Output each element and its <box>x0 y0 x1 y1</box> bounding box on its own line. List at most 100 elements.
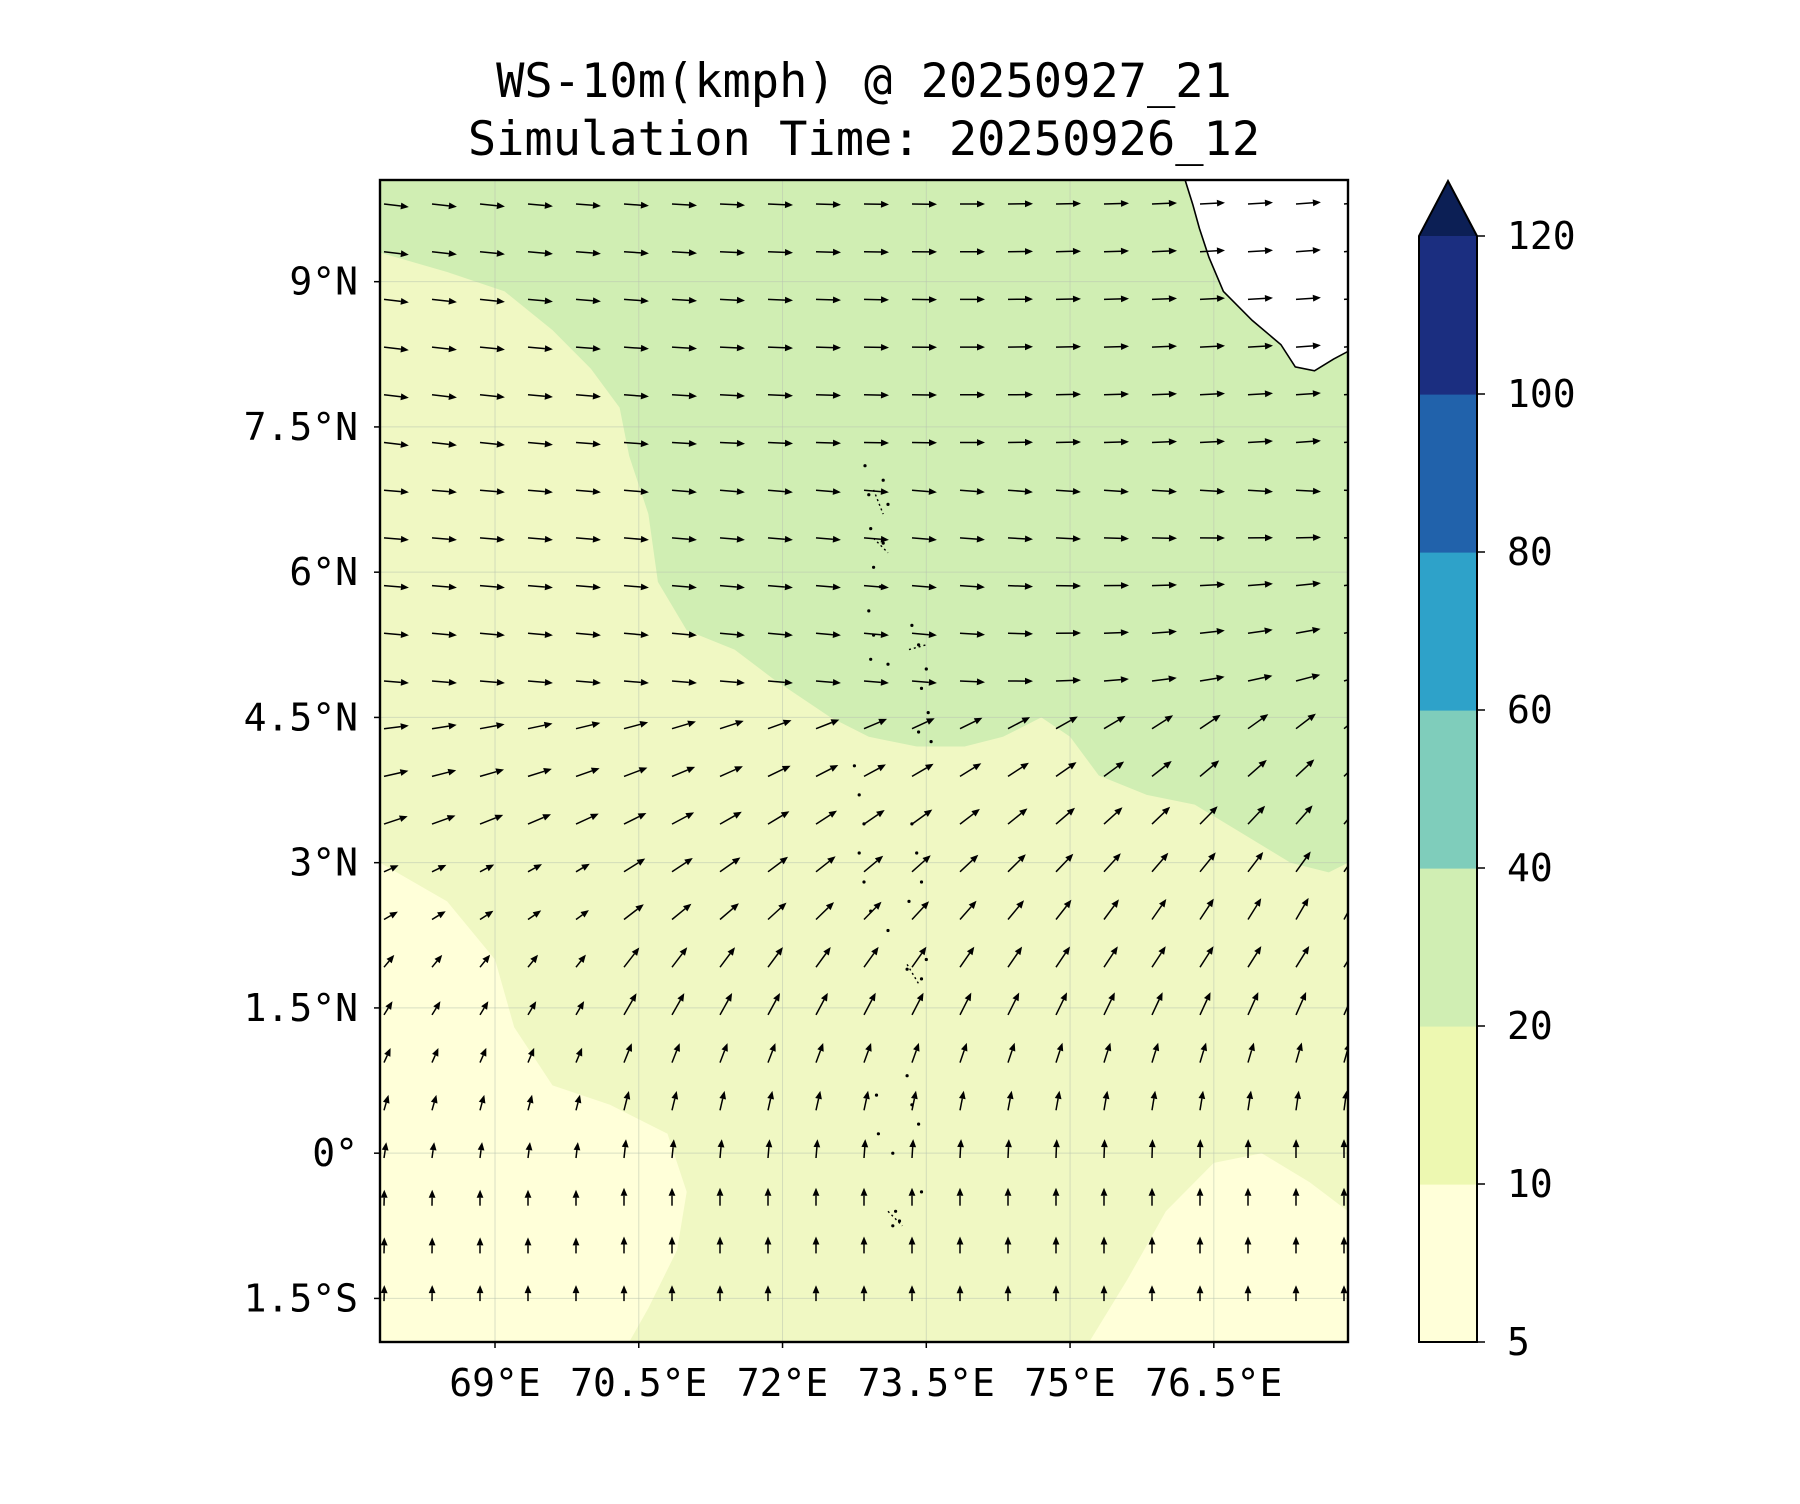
wind-arrow-shaft <box>480 1150 481 1158</box>
colorbar-segment <box>1419 236 1477 395</box>
wind-arrow-shaft <box>1056 538 1073 539</box>
island-dot <box>915 851 918 854</box>
wind-arrow-head <box>1361 438 1369 445</box>
wind-arrow-shaft <box>1248 490 1265 491</box>
wind-arrow-shaft <box>576 1150 577 1158</box>
lon-tick-label: 69°E <box>449 1361 541 1405</box>
island-dot <box>863 464 866 467</box>
lon-tick-label: 70.5°E <box>570 1361 707 1405</box>
wind-arrow-shaft <box>1104 442 1121 443</box>
wind-arrow-shaft <box>1008 1147 1009 1158</box>
lat-tick-label: 1.5°S <box>244 1276 358 1320</box>
island-dot <box>867 609 870 612</box>
wind-arrow-shaft <box>672 347 689 348</box>
wind-arrow-shaft <box>720 252 737 253</box>
colorbar-tick-label: 10 <box>1507 1162 1553 1206</box>
colorbar-segment <box>1419 1026 1477 1185</box>
island-dot <box>853 764 856 767</box>
lat-tick-label: 9°N <box>289 260 358 304</box>
island-dot <box>886 663 889 666</box>
wind-arrow-shaft <box>816 1147 817 1158</box>
island-dot <box>869 527 872 530</box>
wind-arrow-shaft <box>816 395 833 396</box>
wind-arrow-shaft <box>672 443 689 444</box>
island-dot <box>906 1074 909 1077</box>
lon-tick-label: 76.5°E <box>1145 1361 1282 1405</box>
island-dot <box>891 1152 894 1155</box>
wind-arrow-shaft <box>1152 442 1169 443</box>
lon-tick-label: 72°E <box>737 1361 829 1405</box>
wind-arrow-shaft <box>768 443 785 444</box>
wind-arrow-shaft <box>672 395 689 396</box>
wind-arrow-shaft <box>672 299 689 300</box>
wind-arrow-shaft <box>1344 490 1361 491</box>
lat-tick-label: 1.5°N <box>244 986 358 1030</box>
wind-arrow-shaft <box>528 1150 529 1158</box>
island-dot <box>917 1123 920 1126</box>
island-dot <box>875 1094 878 1097</box>
wind-arrow-shaft <box>1248 442 1265 443</box>
island-dot <box>894 1210 897 1213</box>
wind-arrow-shaft <box>816 299 833 300</box>
wind-arrow-shaft <box>1104 633 1121 634</box>
island-dot <box>907 900 910 903</box>
wind-arrow-head <box>1355 713 1363 721</box>
colorbar-tick-label: 60 <box>1507 688 1553 732</box>
wind-arrow-shaft <box>1200 299 1217 300</box>
island-dot <box>858 851 861 854</box>
wind-arrow-head <box>1361 295 1369 302</box>
wind-arrow-shaft <box>672 204 689 205</box>
colorbar-extend-arrow <box>1419 181 1477 236</box>
wind-arrow-shaft <box>1200 442 1217 443</box>
wind-arrow-shaft <box>1152 203 1169 204</box>
island-dot <box>920 977 923 980</box>
island-dot <box>925 667 928 670</box>
wind-arrow-head <box>1361 580 1369 587</box>
island-dot <box>891 1224 894 1227</box>
lon-tick-label: 75°E <box>1024 1361 1116 1405</box>
wind-arrow-shaft <box>1104 347 1121 348</box>
colorbar-tick-label: 5 <box>1507 1320 1530 1364</box>
island-dot <box>886 929 889 932</box>
map-area <box>380 180 1369 1342</box>
wind-arrow-shaft <box>1296 490 1313 491</box>
colorbar-segment <box>1419 1184 1477 1343</box>
wind-arrow-shaft <box>720 347 737 348</box>
wind-arrow-shaft <box>768 1147 769 1158</box>
wind-arrow-shaft <box>768 395 785 396</box>
colorbar-tick-label: 20 <box>1507 1004 1553 1048</box>
map-title-line-2: Simulation Time: 20250926_12 <box>468 112 1260 167</box>
island-dot <box>927 711 930 714</box>
latitude-axis: 9°N7.5°N6°N4.5°N3°N1.5°N0°1.5°S <box>244 260 380 1321</box>
wind-arrow-head <box>1352 805 1360 813</box>
island-dot <box>925 958 928 961</box>
wind-arrow-shaft <box>1008 586 1025 587</box>
island-dot <box>917 730 920 733</box>
island-dot <box>869 658 872 661</box>
island-dot <box>920 687 923 690</box>
wind-arrow-shaft <box>816 252 833 253</box>
island-dot <box>886 503 889 506</box>
wind-arrow-shaft <box>816 443 833 444</box>
colorbar-segment <box>1419 394 1477 553</box>
wind-arrow-shaft <box>1248 251 1265 252</box>
island-dot <box>877 1132 880 1135</box>
colorbar-tick-label: 100 <box>1507 372 1576 416</box>
wind-arrow-head <box>1360 626 1369 633</box>
colorbar-tick-label: 40 <box>1507 846 1553 890</box>
wind-arrow-shaft <box>1248 298 1265 299</box>
island-dot <box>858 793 861 796</box>
wind-arrow-shaft <box>960 1147 961 1158</box>
wind-arrow-shaft <box>864 1147 865 1158</box>
wind-arrow-shaft <box>768 299 785 300</box>
wind-arrow-shaft <box>720 299 737 300</box>
wind-arrow-head <box>1361 488 1369 495</box>
wind-arrow-shaft <box>1200 585 1217 586</box>
lat-tick-label: 7.5°N <box>244 405 358 449</box>
wind-arrow-shaft <box>1152 585 1169 586</box>
wind-arrow-shaft <box>720 443 737 444</box>
wind-arrow-head <box>1351 851 1358 860</box>
